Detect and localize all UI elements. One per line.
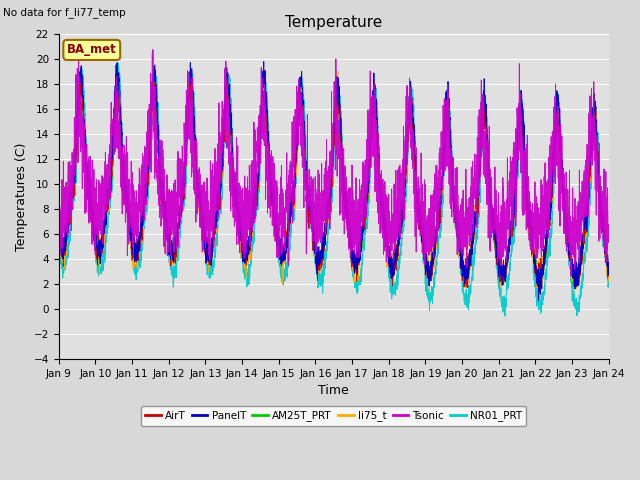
X-axis label: Time: Time — [318, 384, 349, 397]
Y-axis label: Temperatures (C): Temperatures (C) — [15, 142, 28, 251]
Text: No data for f_li77_temp: No data for f_li77_temp — [3, 7, 126, 18]
Legend: AirT, PanelT, AM25T_PRT, li75_t, Tsonic, NR01_PRT: AirT, PanelT, AM25T_PRT, li75_t, Tsonic,… — [141, 407, 527, 426]
Text: BA_met: BA_met — [67, 44, 116, 57]
Title: Temperature: Temperature — [285, 15, 382, 30]
